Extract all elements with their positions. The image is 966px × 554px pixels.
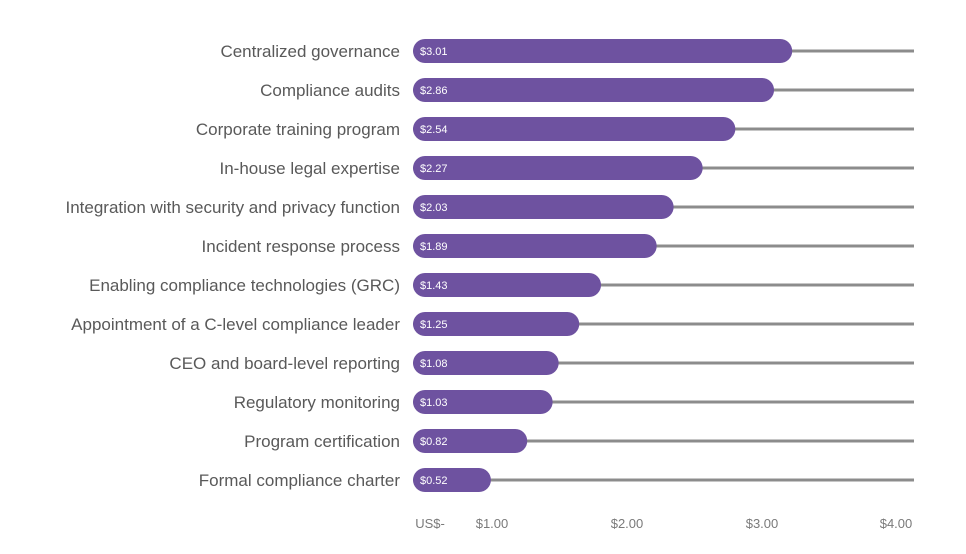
- data-label: $1.43: [420, 280, 448, 292]
- bar: [413, 273, 602, 297]
- category-label: In-house legal expertise: [219, 159, 400, 178]
- data-label: $1.03: [420, 397, 448, 409]
- category-label: Centralized governance: [220, 42, 400, 61]
- x-tick-label: $2.00: [611, 516, 644, 531]
- category-label: Corporate training program: [196, 120, 400, 139]
- category-label: Formal compliance charter: [199, 471, 401, 490]
- data-label: $2.86: [420, 85, 448, 97]
- bar: [413, 117, 736, 141]
- bar: [413, 429, 528, 453]
- data-label: $1.08: [420, 358, 448, 370]
- bar: [413, 312, 580, 336]
- bar: [413, 234, 657, 258]
- category-label: Compliance audits: [260, 81, 400, 100]
- category-label: Appointment of a C-level compliance lead…: [71, 315, 400, 334]
- data-label: $2.03: [420, 202, 448, 214]
- x-tick-label: US$-: [415, 516, 445, 531]
- data-label: $2.54: [420, 124, 448, 136]
- bar: [413, 156, 703, 180]
- bar: [413, 78, 775, 102]
- category-label: Integration with security and privacy fu…: [65, 198, 400, 217]
- data-label: $1.25: [420, 319, 448, 331]
- category-label: Incident response process: [202, 237, 400, 256]
- data-label: $1.89: [420, 241, 448, 253]
- data-label: $3.01: [420, 46, 448, 58]
- data-label: $0.52: [420, 475, 448, 487]
- data-label: $0.82: [420, 436, 448, 448]
- x-tick-label: $1.00: [476, 516, 509, 531]
- bar: [413, 195, 674, 219]
- category-label: CEO and board-level reporting: [169, 354, 400, 373]
- data-label: $2.27: [420, 163, 448, 175]
- category-label: Program certification: [244, 432, 400, 451]
- bar: [413, 390, 553, 414]
- category-label: Enabling compliance technologies (GRC): [89, 276, 400, 295]
- bar: [413, 468, 491, 492]
- x-tick-label: $4.00: [880, 516, 913, 531]
- bar: [413, 39, 793, 63]
- x-tick-label: $3.00: [746, 516, 779, 531]
- category-label: Regulatory monitoring: [234, 393, 400, 412]
- bar: [413, 351, 559, 375]
